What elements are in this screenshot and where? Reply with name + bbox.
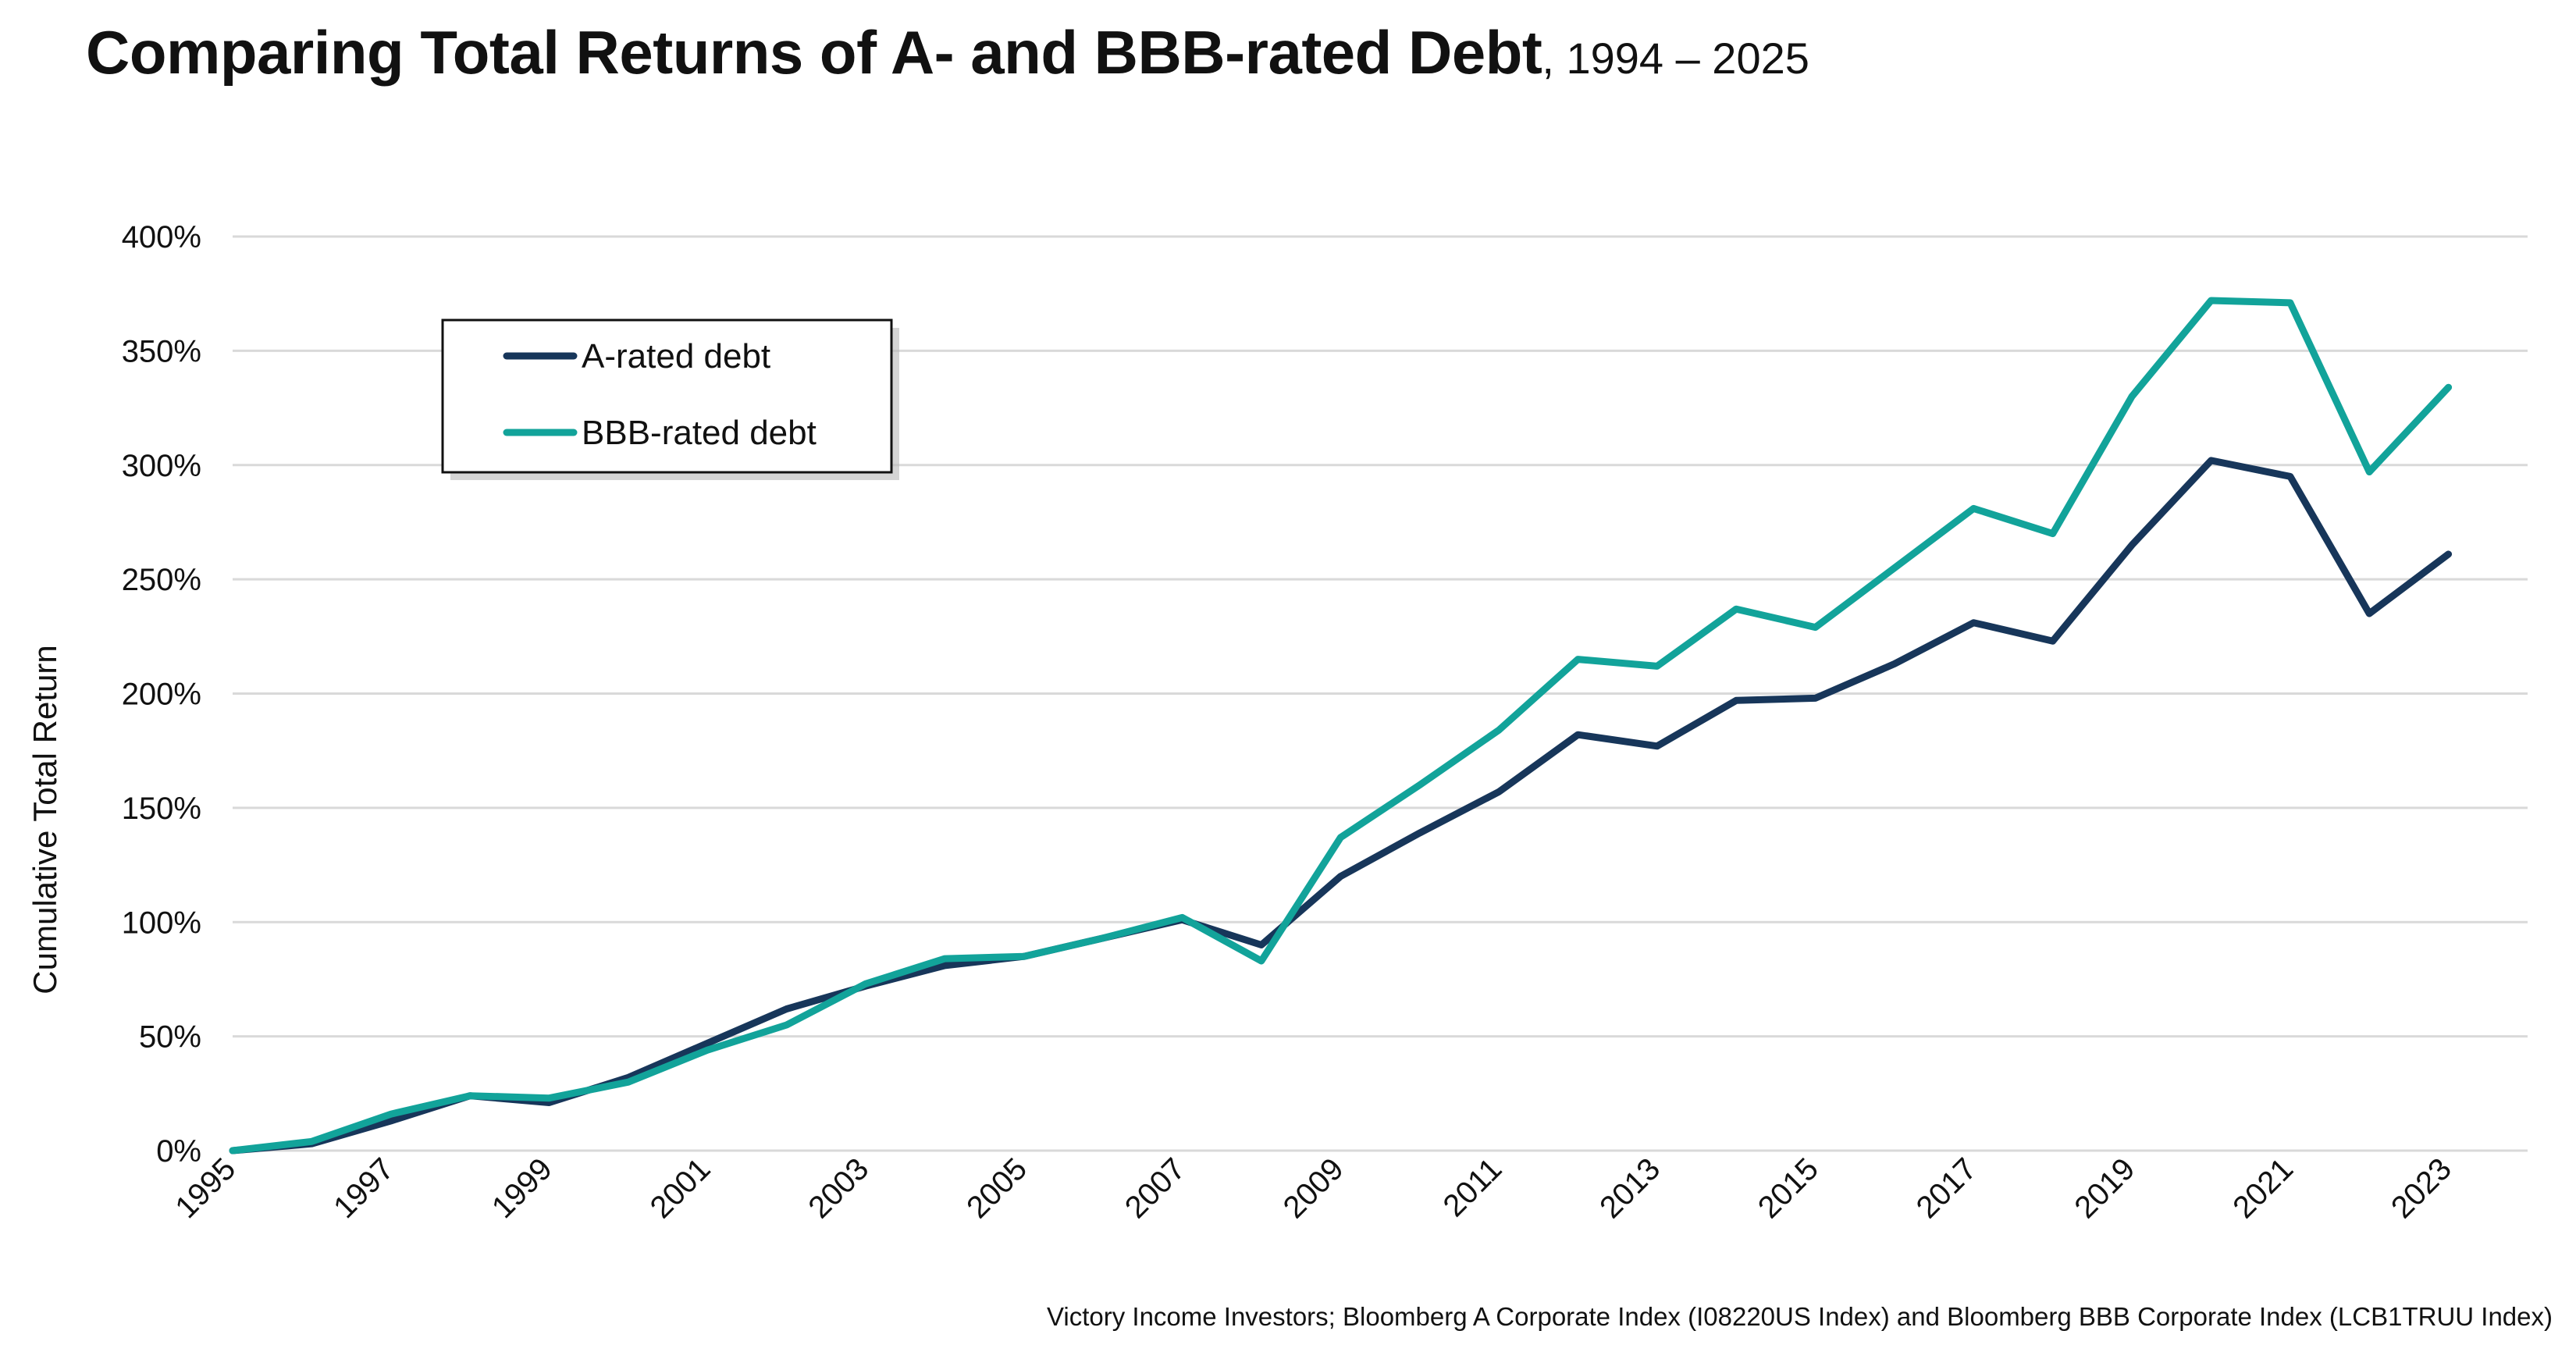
x-tick-label: 2013 (1593, 1151, 1667, 1225)
x-tick-label: 2019 (2068, 1151, 2141, 1225)
legend: A-rated debt BBB-rated debt (441, 318, 899, 480)
y-tick-label: 200% (122, 678, 201, 712)
y-tick-label: 400% (122, 220, 201, 254)
x-tick-label: 2021 (2226, 1151, 2300, 1225)
legend-label: BBB-rated debt (582, 414, 817, 452)
y-tick-label: 50% (139, 1020, 201, 1055)
x-tick-label: 1997 (327, 1151, 400, 1225)
y-tick-label: 100% (122, 906, 201, 940)
x-axis-ticks: 1995 1997 1999 2001 2003 2005 2007 2009 2011 2013… (169, 1151, 2458, 1225)
x-tick-label: 2007 (1119, 1151, 1192, 1225)
x-tick-label: 2011 (1436, 1151, 1508, 1223)
y-axis-ticks: 0% 50% 100% 150% 200% 250% 300% 350% 400% (122, 220, 201, 1169)
x-tick-label: 1999 (486, 1151, 559, 1225)
legend-label: A-rated debt (582, 337, 770, 375)
x-tick-label: 2001 (644, 1151, 717, 1225)
y-tick-label: 350% (122, 334, 201, 368)
y-tick-label: 0% (156, 1134, 201, 1169)
y-tick-label: 150% (122, 792, 201, 826)
y-tick-label: 250% (122, 563, 201, 597)
chart-title: Comparing Total Returns of A- and BBB-ra… (86, 17, 1809, 88)
x-tick-label: 2005 (960, 1151, 1034, 1225)
x-tick-label: 2017 (1910, 1151, 1984, 1225)
x-tick-label: 2015 (1752, 1151, 1825, 1225)
chart-title-main: Comparing Total Returns of A- and BBB-ra… (86, 18, 1542, 87)
source-note: Victory Income Investors; Bloomberg A Co… (1046, 1302, 2553, 1331)
y-tick-label: 300% (122, 449, 201, 483)
chart-title-range: , 1994 – 2025 (1542, 34, 1809, 83)
x-tick-label: 2009 (1277, 1151, 1350, 1225)
y-axis-label: Cumulative Total Return (27, 645, 63, 994)
x-tick-label: 2023 (2385, 1151, 2458, 1225)
series-line-a-rated (229, 457, 2453, 1155)
x-tick-label: 2003 (802, 1151, 875, 1225)
legend-box (441, 318, 893, 474)
series-line-bbb-rated (229, 297, 2453, 1155)
series-lines (229, 297, 2453, 1155)
